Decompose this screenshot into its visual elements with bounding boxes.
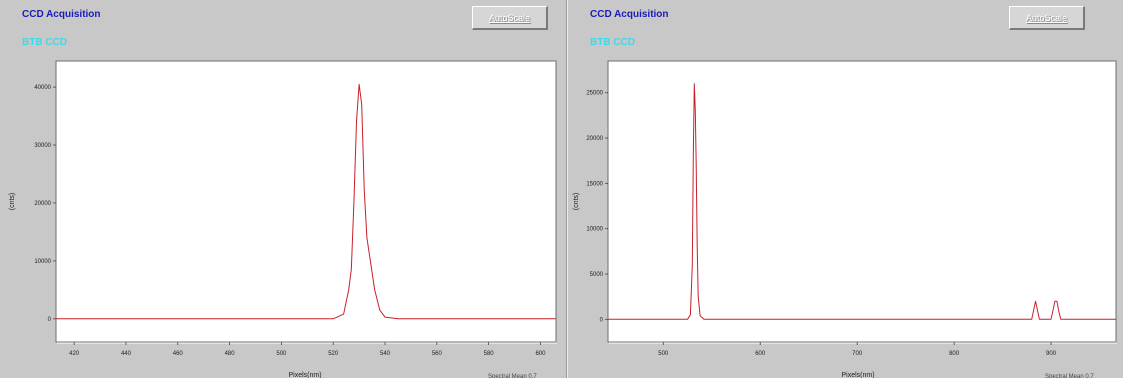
x-tick-label: 600 [535,351,546,357]
x-tick-label: 480 [225,351,236,357]
spectrum-line [608,83,1116,320]
x-tick-label: 520 [328,351,339,357]
x-tick-label: 440 [121,351,132,357]
x-tick-label: 900 [1046,351,1057,357]
x-tick-label: 500 [276,351,287,357]
panel-title: CCD Acquisition [590,9,669,20]
y-tick-label: 5000 [590,272,604,278]
x-axis-title: Pixels(nm) [841,372,874,378]
y-tick-label: 15000 [586,181,603,187]
spectrum-line [56,83,556,320]
x-tick-label: 420 [69,351,80,357]
x-tick-label: 460 [173,351,184,357]
x-tick-label: 500 [658,351,669,357]
y-tick-label: 0 [600,317,604,323]
x-tick-label: 800 [949,351,960,357]
spectrum-chart-left: 0 10000 20000 30000 40000 420 440 460 480 500 520 5… [9,60,557,378]
plot-area [607,60,1117,343]
y-tick-label: 25000 [586,91,603,97]
y-axis-title: (cnts) [573,193,580,211]
y-tick-label: 30000 [34,143,51,149]
autoscale-button[interactable]: AutoScale [1009,6,1085,30]
y-tick-label: 20000 [34,201,51,207]
plot-area [55,60,557,343]
y-tick-label: 20000 [586,136,603,142]
panel-title: CCD Acquisition [22,9,101,20]
status-text: Spectral Mean 0.7 [1045,374,1094,378]
x-tick-label: 580 [484,351,495,357]
panel-divider [566,0,568,378]
y-tick-label: 0 [48,317,52,323]
x-tick-label: 560 [432,351,443,357]
acquisition-panel-left: CCD Acquisition BTB CCD AutoScale 0 10000… [9,6,557,378]
y-axis-title: (cnts) [9,193,16,211]
status-text: Spectral Mean 0.7 [488,374,537,378]
x-axis-title: Pixels(nm) [288,372,321,378]
acquisition-panel-right: CCD Acquisition BTB CCD AutoScale 0 5000 1… [568,0,1123,378]
x-tick-label: 600 [755,351,766,357]
x-tick-label: 700 [852,351,863,357]
y-tick-label: 10000 [586,227,603,233]
y-tick-label: 10000 [34,259,51,265]
spectrum-chart-right: 0 5000 10000 15000 20000 25000 500 600 700 800 900… [573,60,1117,378]
y-tick-label: 40000 [34,85,51,91]
x-tick-label: 540 [380,351,391,357]
ccd-label: BTB CCD [22,37,67,48]
ccd-label: BTB CCD [590,37,635,48]
autoscale-button[interactable]: AutoScale [472,6,548,30]
